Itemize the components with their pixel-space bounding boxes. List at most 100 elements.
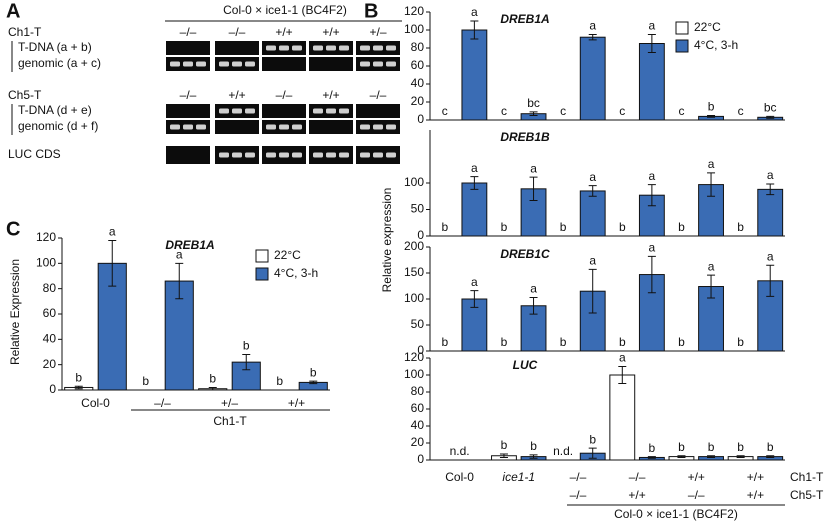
significance-letter: b — [276, 374, 283, 388]
significance-letter: b — [560, 335, 567, 349]
significance-letter: c — [442, 104, 448, 118]
significance-letter: a — [530, 282, 537, 296]
y-tick-label: 100 — [404, 291, 424, 305]
significance-letter: bc — [527, 96, 540, 110]
gel-band — [339, 108, 349, 114]
bar — [579, 36, 606, 121]
significance-letter: b — [767, 440, 774, 454]
error-bar — [736, 455, 745, 458]
significance-letter: b — [310, 365, 317, 379]
error-bar — [175, 262, 184, 300]
x-tick-label: Col-0 — [445, 470, 474, 484]
error-bar — [529, 454, 538, 459]
legend-label: 22°C — [274, 248, 301, 262]
y-tick-label: 0 — [417, 112, 424, 126]
y-tick-label: 40 — [411, 76, 425, 90]
error-bar — [470, 20, 479, 40]
y-tick-label: 40 — [43, 332, 57, 346]
y-tick-label: 0 — [417, 228, 424, 242]
significance-letter: a — [767, 168, 774, 182]
error-bar — [309, 380, 318, 385]
genotype-label: +/+ — [747, 488, 764, 502]
genotype-label: +/+ — [688, 470, 705, 484]
error-bar — [647, 456, 656, 459]
error-bar — [470, 176, 479, 190]
bar — [579, 290, 606, 352]
cross-label: Col-0 × ice1-1 (BC4F2) — [614, 507, 738, 521]
genotype: +/+ — [322, 25, 339, 39]
error-bar — [766, 115, 775, 119]
significance-letter: b — [737, 220, 744, 234]
significance-letter: b — [678, 440, 685, 454]
gel-row-label: LUC CDS — [8, 147, 61, 161]
gel-band — [245, 152, 255, 158]
error-bar — [647, 255, 656, 294]
significance-letter: b — [243, 339, 250, 353]
gel-band — [313, 152, 323, 158]
gel-band — [219, 108, 229, 114]
cross-header: Col-0 × ice1-1 (BC4F2) — [223, 3, 347, 17]
gel-band — [232, 61, 242, 67]
significance-letter: n.d. — [450, 444, 470, 458]
bar — [461, 182, 488, 237]
gel-band — [386, 152, 396, 158]
y-tick-label: 120 — [36, 230, 56, 244]
x-tick-label: Col-0 — [81, 396, 110, 410]
gel-band — [339, 45, 349, 51]
gel-band — [313, 45, 323, 51]
y-tick-label: 100 — [404, 22, 424, 36]
gel-band — [266, 124, 276, 130]
genotype-label: –/– — [570, 488, 587, 502]
x-tick-label: +/– — [221, 396, 238, 410]
error-bar — [108, 240, 117, 287]
significance-letter: b — [737, 440, 744, 454]
y-tick-label: 50 — [411, 202, 425, 216]
significance-letter: a — [109, 225, 116, 239]
gel-band — [292, 124, 302, 130]
gel-band — [386, 45, 396, 51]
gel-row-label: T-DNA (a + b) — [18, 40, 92, 54]
significance-letter: n.d. — [553, 444, 573, 458]
row-label: Ch5-T — [790, 488, 824, 502]
error-bar — [647, 34, 656, 53]
genotype: –/– — [370, 88, 387, 102]
legend-swatch — [675, 21, 689, 35]
y-tick-label: 20 — [411, 435, 425, 449]
gel-band — [183, 61, 193, 67]
bar — [461, 29, 488, 121]
gel-row-label: genomic (a + c) — [18, 56, 101, 70]
gel-band — [360, 124, 370, 130]
gel-band — [170, 124, 180, 130]
genotype: +/– — [369, 25, 386, 39]
significance-letter: c — [619, 104, 625, 118]
gel-band — [232, 108, 242, 114]
significance-letter: c — [678, 104, 684, 118]
error-bar — [677, 455, 686, 458]
gel-band — [373, 45, 383, 51]
legend-label: 22°C — [694, 20, 721, 34]
row-label: Ch1-T — [790, 470, 824, 484]
significance-letter: bc — [764, 101, 777, 115]
significance-letter: c — [738, 104, 744, 118]
significance-letter: b — [75, 370, 82, 384]
gel-band — [219, 61, 229, 67]
gel-band — [326, 45, 336, 51]
y-tick-label: 20 — [43, 357, 57, 371]
genotype: +/+ — [275, 25, 292, 39]
legend-swatch — [255, 249, 269, 263]
error-bar — [208, 386, 217, 391]
chart-title: DREB1B — [500, 130, 550, 144]
y-tick-label: 60 — [411, 58, 425, 72]
significance-letter: c — [501, 104, 507, 118]
gel-band — [339, 152, 349, 158]
gel-lane — [309, 57, 353, 71]
gel-band — [170, 61, 180, 67]
significance-letter: b — [708, 440, 715, 454]
gel-band — [279, 152, 289, 158]
gel-lane — [215, 120, 259, 134]
chart-title: DREB1C — [500, 247, 550, 261]
gel-row-label: T-DNA (d + e) — [18, 103, 92, 117]
gel-band — [266, 152, 276, 158]
gel-band — [245, 61, 255, 67]
error-bar — [74, 385, 83, 390]
